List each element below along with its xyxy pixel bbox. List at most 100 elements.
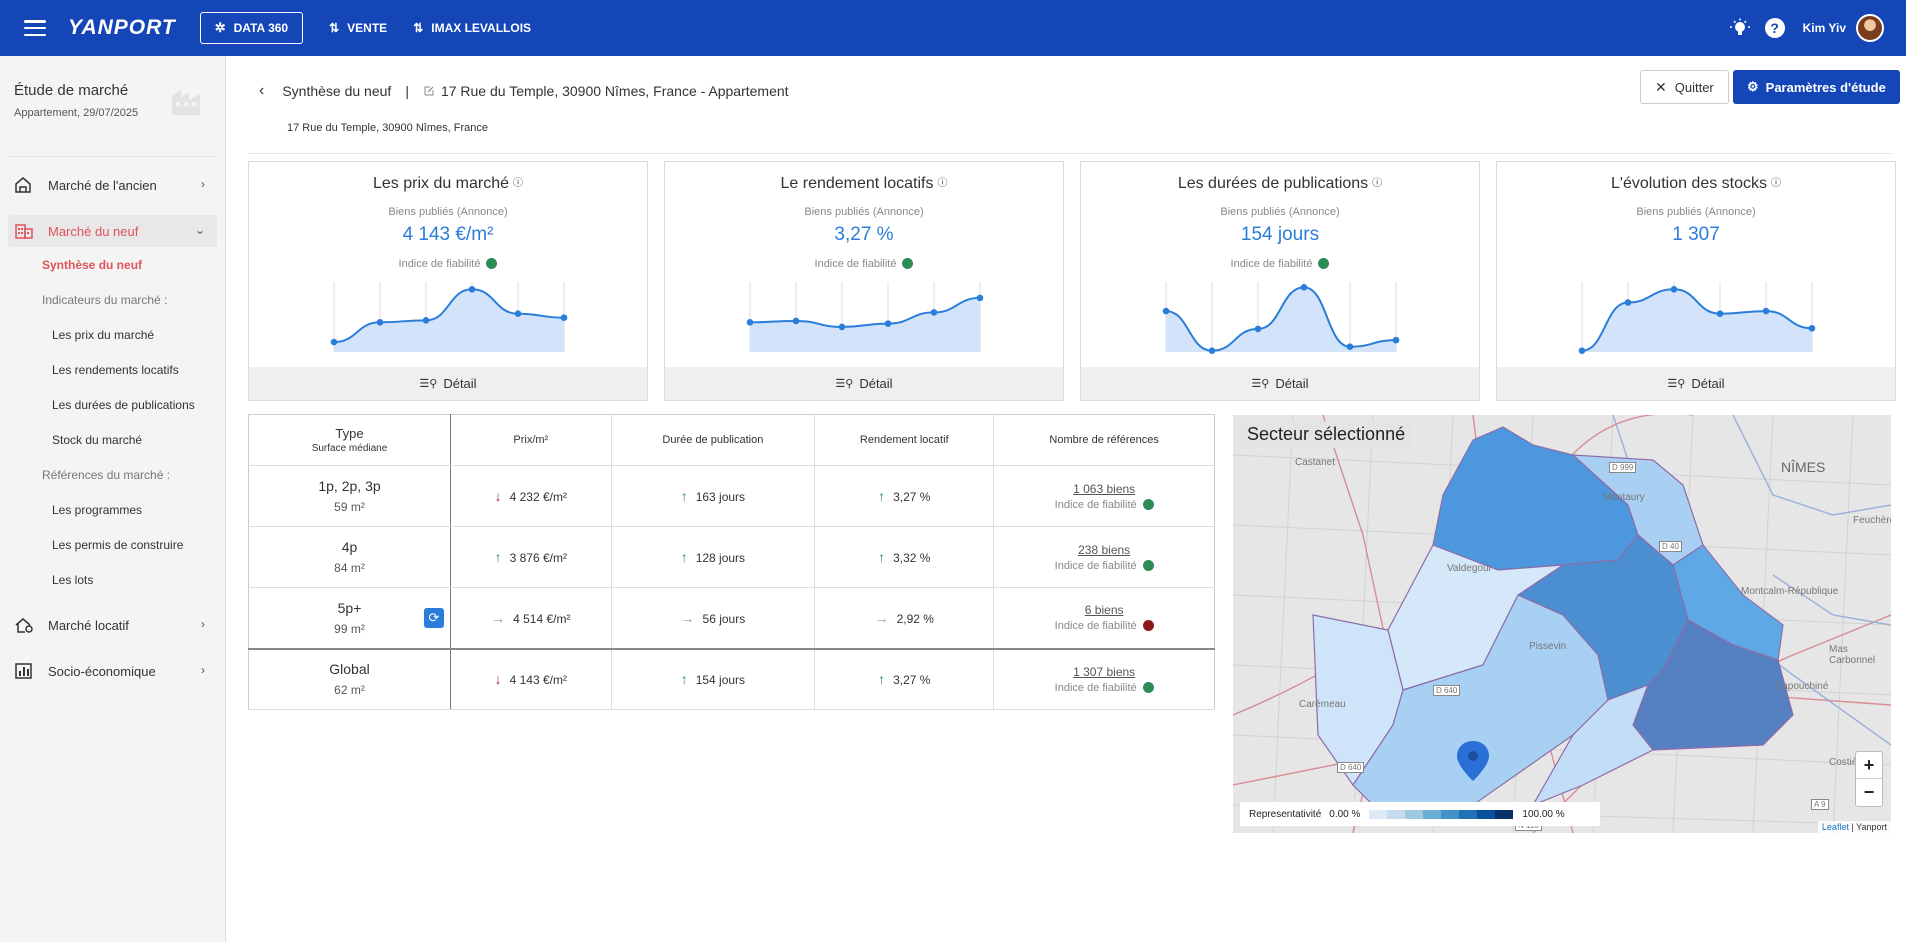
- data360-label: DATA 360: [233, 21, 289, 35]
- surface-header: Surface médiane: [311, 443, 388, 454]
- sparkline-point[interactable]: [560, 314, 568, 321]
- sidebar-item-programmes[interactable]: Les programmes: [52, 502, 143, 517]
- sparkline-point[interactable]: [514, 310, 522, 318]
- zoom-out-button[interactable]: −: [1863, 782, 1875, 802]
- map-place-label: Valdegour: [1447, 563, 1492, 574]
- info-icon[interactable]: ⓘ: [937, 178, 948, 189]
- detail-button[interactable]: ☰⚲ Détail: [249, 367, 647, 400]
- user-name[interactable]: Kim Yiv: [1802, 21, 1846, 35]
- sparkline-point[interactable]: [976, 294, 984, 302]
- sparkline-point[interactable]: [1208, 347, 1216, 354]
- kpi-card-value: 1 307: [1672, 224, 1720, 245]
- reliability-index: Indice de fiabilité: [994, 681, 1214, 694]
- sidebar-item-socio-economique[interactable]: Socio-économique ›: [8, 655, 217, 687]
- map-road-label: D 640: [1337, 762, 1365, 773]
- table-cell-type: 4p 84 m²: [248, 526, 451, 588]
- references-link[interactable]: 1 307 biens: [1073, 664, 1136, 679]
- edit-icon[interactable]: [423, 85, 435, 97]
- yanport-logo[interactable]: YANPORT: [68, 16, 176, 39]
- map-place-label: Mas Carbonnel: [1829, 644, 1876, 666]
- sparkline-point[interactable]: [792, 317, 800, 325]
- column-header-type: Type Surface médiane: [248, 414, 451, 466]
- breadcrumb: ‹ Synthèse du neuf | 17 Rue du Temple, 3…: [259, 76, 789, 106]
- quit-button[interactable]: ✕ Quitter: [1640, 70, 1729, 104]
- data360-icon: ✲: [214, 20, 226, 35]
- map-place-label: Capouchiné: [1775, 681, 1829, 692]
- detail-button[interactable]: ☰⚲ Détail: [1081, 367, 1479, 400]
- sparkline-point[interactable]: [1670, 286, 1678, 293]
- sidebar-item-lots[interactable]: Les lots: [52, 572, 94, 587]
- map-place-label: Carémeau: [1299, 699, 1346, 710]
- sidebar-item-synthese[interactable]: Synthèse du neuf: [42, 257, 143, 272]
- sparkline-point[interactable]: [1716, 310, 1724, 318]
- sparkline-chart: [1162, 282, 1400, 354]
- reliability-dot: [1318, 258, 1330, 269]
- back-arrow-icon[interactable]: ‹: [259, 82, 265, 99]
- study-settings-button[interactable]: ⚙ Paramètres d'étude: [1733, 70, 1900, 104]
- kpi-card-subtitle: Biens publiés (Annonce): [388, 206, 508, 218]
- sparkline-point[interactable]: [1578, 347, 1586, 354]
- detail-button[interactable]: ☰⚲ Détail: [1497, 367, 1895, 400]
- avatar[interactable]: [1856, 14, 1884, 42]
- sparkline-point[interactable]: [1392, 336, 1400, 344]
- references-link[interactable]: 1 063 biens: [1073, 481, 1136, 496]
- map-place-label: Castanet: [1295, 457, 1336, 468]
- sidebar-item-permis[interactable]: Les permis de construire: [52, 537, 184, 552]
- zoom-in-button[interactable]: +: [1856, 752, 1882, 779]
- sidebar-item-marche-neuf[interactable]: Marché du neuf ⌄: [8, 215, 217, 247]
- table-cell: → 4 514 €/m²: [450, 587, 612, 649]
- sparkline-point[interactable]: [884, 320, 892, 327]
- sparkline-point[interactable]: [330, 338, 338, 346]
- sparkline-point[interactable]: [1300, 284, 1308, 291]
- sparkline-point[interactable]: [1762, 307, 1770, 315]
- references-link[interactable]: 238 biens: [1078, 542, 1131, 557]
- leaflet-link[interactable]: Leaflet: [1821, 822, 1849, 832]
- info-icon[interactable]: ⓘ: [1372, 178, 1383, 189]
- legend-swatch: [1495, 809, 1514, 819]
- nav-vente[interactable]: ⇅ VENTE: [329, 21, 387, 35]
- map-road-label: D 40: [1659, 541, 1682, 552]
- sidebar-item-durees[interactable]: Les durées de publications: [52, 397, 195, 412]
- sparkline-point[interactable]: [1624, 299, 1632, 306]
- sparkline-point[interactable]: [930, 309, 938, 316]
- sparkline-point[interactable]: [746, 319, 754, 326]
- sparkline-point[interactable]: [1808, 324, 1816, 332]
- sidebar-item-stock[interactable]: Stock du marché: [52, 432, 143, 447]
- table-cell: ↑ 3,27 %: [814, 465, 995, 527]
- sparkline-point[interactable]: [1162, 307, 1170, 315]
- map-canvas[interactable]: [1233, 415, 1891, 833]
- data360-button[interactable]: ✲ DATA 360: [199, 12, 304, 44]
- sparkline-point[interactable]: [838, 323, 846, 331]
- zoom-controls: + −: [1855, 751, 1883, 807]
- sparkline-point[interactable]: [1346, 343, 1354, 351]
- arrow-right-icon: →: [874, 609, 889, 626]
- arrow-up-icon: ↑: [680, 549, 688, 565]
- table-cell-type: 1p, 2p, 3p 59 m²: [248, 465, 451, 527]
- lightbulb-icon[interactable]: [1729, 17, 1751, 39]
- reliability-dot: [486, 258, 498, 269]
- refresh-icon[interactable]: ⟳: [424, 608, 444, 628]
- sparkline-point[interactable]: [376, 319, 384, 326]
- references-link[interactable]: 6 biens: [1084, 603, 1124, 618]
- map-legend: Representativité 0.00 % 100.00 %: [1240, 802, 1600, 826]
- sparkline-point[interactable]: [1254, 325, 1262, 333]
- info-icon[interactable]: ⓘ: [1771, 178, 1782, 189]
- nav-imax-levallois[interactable]: ⇅ IMAX LEVALLOIS: [413, 21, 531, 35]
- sidebar-item-rendements[interactable]: Les rendements locatifs: [52, 362, 179, 377]
- info-icon[interactable]: ⓘ: [513, 178, 524, 189]
- sidebar-item-marche-locatif[interactable]: Marché locatif ›: [8, 609, 217, 641]
- help-icon[interactable]: ?: [1764, 18, 1785, 38]
- chevron-right-icon: ›: [201, 177, 205, 191]
- sector-map[interactable]: Secteur sélectionné NÎMES Castanet Monta…: [1233, 415, 1891, 833]
- sidebar-item-marche-ancien[interactable]: Marché de l'ancien ›: [8, 169, 217, 201]
- sparkline-point[interactable]: [422, 317, 430, 324]
- map-marker-icon[interactable]: [1457, 741, 1489, 781]
- menu-icon[interactable]: [24, 20, 46, 36]
- sparkline-point[interactable]: [468, 286, 476, 293]
- detail-button[interactable]: ☰⚲ Détail: [665, 367, 1063, 400]
- sidebar-item-prix[interactable]: Les prix du marché: [52, 327, 155, 342]
- map-place-label: Montaury: [1603, 492, 1645, 503]
- sparkline-area: [1166, 287, 1396, 352]
- sidebar-item-label: Marché de l'ancien: [48, 177, 157, 193]
- house-hand-icon: [14, 176, 34, 194]
